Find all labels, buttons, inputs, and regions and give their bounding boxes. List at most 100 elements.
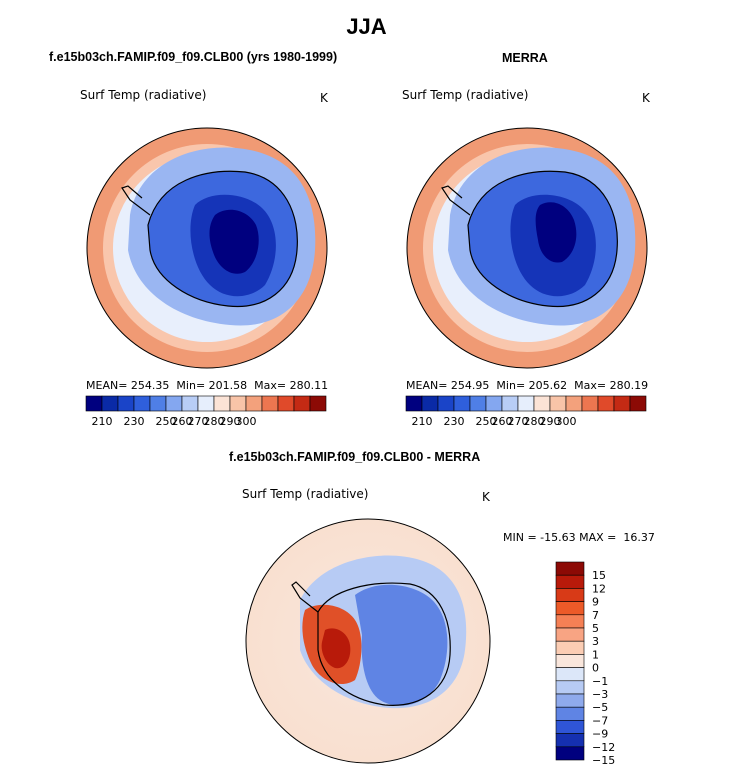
diff-peninsula xyxy=(291,581,319,613)
right-units-label: K xyxy=(642,91,650,105)
right-field-label: Surf Temp (radiative) xyxy=(402,88,529,102)
right-colorbar-swatch xyxy=(469,395,487,412)
diff-east-cooler xyxy=(355,584,448,706)
left-colorbar-swatch xyxy=(133,395,151,412)
right-colorbar-tick-label: 300 xyxy=(556,415,577,428)
left-stats: MEAN= 254.35 Min= 201.58 Max= 280.11 xyxy=(86,379,328,392)
right-max-label: Max= xyxy=(574,379,607,392)
right-colorbar-swatch xyxy=(453,395,471,412)
left-colorbar-swatch xyxy=(245,395,263,412)
right-peninsula xyxy=(441,185,471,216)
right-colorbar-swatch xyxy=(405,395,423,412)
diff-colorbar-swatch xyxy=(555,720,585,734)
right-colorbar-tick-label: 290 xyxy=(540,415,561,428)
left-max-value: 280.11 xyxy=(289,379,329,392)
diff-colorbar-swatch xyxy=(555,627,585,642)
left-colorbar-swatch xyxy=(197,395,215,412)
diff-colorbar-tick-label: −5 xyxy=(592,701,608,714)
left-colorbar-swatch xyxy=(229,395,247,412)
diff-colorbar-tick-label: 1 xyxy=(592,648,599,661)
diff-colorbar-tick-label: 5 xyxy=(592,622,599,635)
left-colorbar-swatch xyxy=(213,395,231,412)
diff-colorbar-tick-label: −3 xyxy=(592,688,608,701)
left-colorbar-swatch xyxy=(277,395,295,412)
left-colorbar-swatch xyxy=(165,395,183,412)
right-min-value: 205.62 xyxy=(528,379,568,392)
left-units-label: K xyxy=(320,91,328,105)
left-colorbar-tick-label: 230 xyxy=(124,415,145,428)
left-colorbar-tick-label: 300 xyxy=(236,415,257,428)
diff-colorbar-tick-label: −12 xyxy=(592,741,615,754)
right-min-label: Min= xyxy=(496,379,526,392)
diff-polar-map xyxy=(245,518,491,764)
left-panel-heading: f.e15b03ch.FAMIP.f09_f09.CLB00 (yrs 1980… xyxy=(49,50,338,64)
left-colorbar-swatch xyxy=(181,395,199,412)
right-colorbar-tick-label: 230 xyxy=(444,415,465,428)
diff-colorbar-swatch xyxy=(555,680,585,695)
diff-panel-heading: f.e15b03ch.FAMIP.f09_f09.CLB00 - MERRA xyxy=(229,450,481,464)
right-mean-value: 254.95 xyxy=(450,379,490,392)
right-plateau-core xyxy=(535,202,577,263)
diff-colorbar-tick-label: 0 xyxy=(592,662,599,675)
right-colorbar-swatch xyxy=(501,395,519,412)
diff-colorbar-swatch xyxy=(555,746,585,761)
right-colorbar-swatch xyxy=(549,395,567,412)
left-polar-map xyxy=(86,127,328,369)
left-colorbar-tick-label: 280 xyxy=(204,415,225,428)
diff-colorbar-tick-label: −9 xyxy=(592,728,608,741)
diff-colorbar-tick-label: 7 xyxy=(592,609,599,622)
diff-minmax: MIN = -15.63 MAX = 16.37 xyxy=(503,531,655,544)
right-colorbar-tick-label: 250 xyxy=(476,415,497,428)
diff-colorbar-tick-label: 3 xyxy=(592,635,599,648)
diff-colorbar-swatch xyxy=(555,574,585,589)
diff-colorbar-swatch xyxy=(555,588,585,602)
right-stats: MEAN= 254.95 Min= 205.62 Max= 280.19 xyxy=(406,379,648,392)
left-colorbar-swatch xyxy=(309,395,327,412)
right-panel-heading: MERRA xyxy=(502,51,548,65)
right-colorbar-tick-label: 280 xyxy=(524,415,545,428)
diff-west-core xyxy=(321,628,351,669)
left-colorbar-swatch xyxy=(117,395,135,412)
diff-field-label: Surf Temp (radiative) xyxy=(242,487,369,501)
right-coastline xyxy=(467,170,618,308)
diff-coastline xyxy=(317,582,451,706)
right-colorbar-swatch xyxy=(629,395,647,412)
diff-colorbar-swatch xyxy=(555,561,585,576)
right-colorbar-swatch xyxy=(517,395,535,412)
right-colorbar-tick-label: 260 xyxy=(492,415,513,428)
right-colorbar-tick-label: 210 xyxy=(412,415,433,428)
left-colorbar-swatch xyxy=(101,395,119,412)
right-polar-map xyxy=(406,127,648,369)
left-mean-label: MEAN= xyxy=(86,379,128,392)
left-colorbar-tick-label: 290 xyxy=(220,415,241,428)
left-max-label: Max= xyxy=(254,379,287,392)
left-colorbar-swatch xyxy=(293,395,311,412)
left-mean-value: 254.35 xyxy=(130,379,170,392)
right-mean-label: MEAN= xyxy=(406,379,448,392)
diff-colorbar-swatch xyxy=(555,614,585,629)
left-colorbar-swatch xyxy=(149,395,167,412)
diff-colorbar-swatch xyxy=(555,693,585,708)
right-colorbar-swatch xyxy=(597,395,615,412)
left-colorbar-tick-label: 250 xyxy=(156,415,177,428)
diff-colorbar-tick-label: −15 xyxy=(592,754,615,767)
left-colorbar-tick-label: 270 xyxy=(188,415,209,428)
left-colorbar-tick-label: 260 xyxy=(172,415,193,428)
right-colorbar-swatch xyxy=(581,395,599,412)
right-max-value: 280.19 xyxy=(609,379,649,392)
right-colorbar-swatch xyxy=(533,395,551,412)
left-min-label: Min= xyxy=(176,379,206,392)
right-colorbar-swatch xyxy=(613,395,631,412)
diff-colorbar-swatch xyxy=(555,733,585,748)
right-colorbar-swatch xyxy=(437,395,455,412)
diff-units-label: K xyxy=(482,490,490,504)
left-coastline xyxy=(147,170,298,308)
diff-colorbar-swatch xyxy=(555,654,585,668)
diff-colorbar-swatch xyxy=(555,706,585,721)
left-peninsula xyxy=(121,185,151,216)
diff-colorbar-swatch xyxy=(555,601,585,616)
left-min-value: 201.58 xyxy=(208,379,248,392)
